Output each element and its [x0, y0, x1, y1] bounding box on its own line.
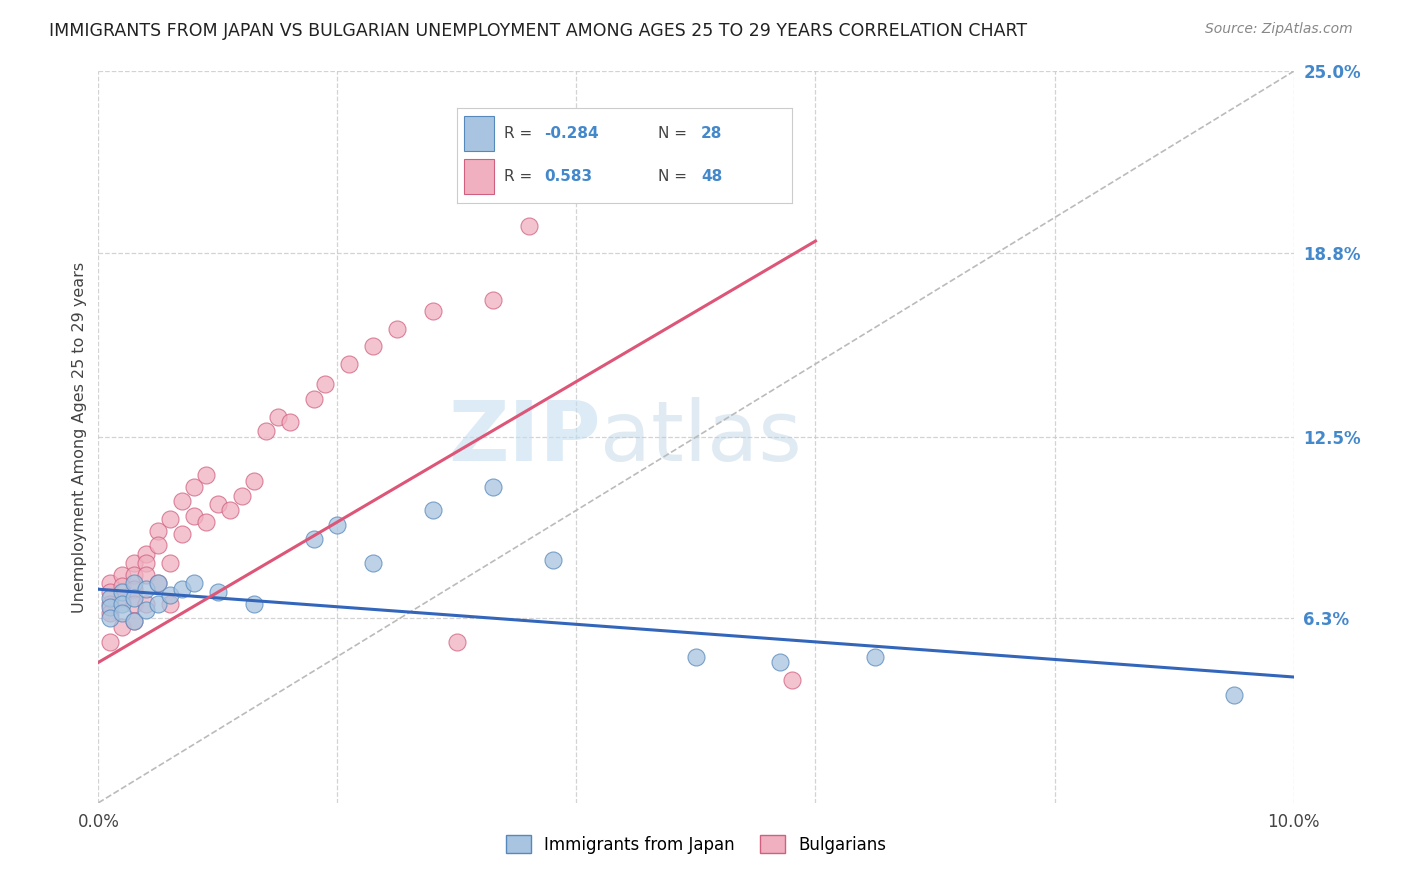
Point — [111, 585, 134, 599]
Point — [482, 480, 505, 494]
Point — [385, 322, 409, 336]
Point — [111, 591, 134, 605]
Point — [148, 576, 170, 591]
Point — [111, 606, 134, 620]
Point — [148, 524, 170, 538]
Point — [148, 597, 170, 611]
Text: IMMIGRANTS FROM JAPAN VS BULGARIAN UNEMPLOYMENT AMONG AGES 25 TO 29 YEARS CORREL: IMMIGRANTS FROM JAPAN VS BULGARIAN UNEMP… — [49, 22, 1028, 40]
Point — [98, 599, 122, 614]
Point — [183, 576, 205, 591]
Legend: Immigrants from Japan, Bulgarians: Immigrants from Japan, Bulgarians — [499, 829, 893, 860]
Text: Source: ZipAtlas.com: Source: ZipAtlas.com — [1205, 22, 1353, 37]
Point — [195, 515, 218, 529]
Point — [278, 416, 301, 430]
Point — [1223, 688, 1246, 702]
Point — [124, 597, 146, 611]
Point — [98, 606, 122, 620]
Point — [98, 591, 122, 605]
Point — [302, 533, 325, 547]
Point — [363, 556, 385, 570]
Point — [207, 497, 229, 511]
Point — [422, 304, 444, 318]
Point — [98, 576, 122, 591]
Point — [111, 597, 134, 611]
Point — [482, 293, 505, 307]
Point — [111, 567, 134, 582]
Point — [219, 503, 242, 517]
Point — [172, 526, 194, 541]
Point — [124, 615, 146, 629]
Point — [135, 597, 157, 611]
Point — [111, 620, 134, 634]
Point — [183, 480, 205, 494]
Point — [111, 579, 134, 593]
Point — [207, 585, 229, 599]
Point — [135, 567, 157, 582]
Point — [243, 597, 266, 611]
Point — [363, 339, 385, 353]
Point — [231, 489, 253, 503]
Point — [124, 615, 146, 629]
Point — [172, 494, 194, 508]
Point — [865, 649, 887, 664]
Point — [685, 649, 707, 664]
Point — [254, 424, 277, 438]
Point — [148, 538, 170, 552]
Text: ZIP: ZIP — [449, 397, 600, 477]
Point — [315, 377, 337, 392]
Point — [124, 582, 146, 597]
Point — [183, 509, 205, 524]
Point — [541, 553, 564, 567]
Point — [446, 635, 468, 649]
Point — [159, 597, 181, 611]
Point — [135, 582, 157, 597]
Text: atlas: atlas — [600, 397, 801, 477]
Point — [98, 597, 122, 611]
Point — [148, 576, 170, 591]
Point — [135, 603, 157, 617]
Point — [195, 468, 218, 483]
Point — [124, 591, 146, 605]
Point — [124, 576, 146, 591]
Point — [135, 556, 157, 570]
Point — [326, 517, 349, 532]
Point — [769, 656, 792, 670]
Y-axis label: Unemployment Among Ages 25 to 29 years: Unemployment Among Ages 25 to 29 years — [72, 261, 87, 613]
Point — [172, 582, 194, 597]
Point — [98, 585, 122, 599]
Point — [159, 556, 181, 570]
Point — [98, 635, 122, 649]
Point — [135, 547, 157, 561]
Point — [98, 611, 122, 625]
Point — [124, 556, 146, 570]
Point — [302, 392, 325, 406]
Point — [267, 409, 290, 424]
Point — [243, 474, 266, 488]
Point — [517, 219, 540, 234]
Point — [124, 567, 146, 582]
Point — [780, 673, 803, 687]
Point — [565, 169, 588, 184]
Point — [159, 588, 181, 602]
Point — [339, 357, 361, 371]
Point — [422, 503, 444, 517]
Point — [159, 512, 181, 526]
